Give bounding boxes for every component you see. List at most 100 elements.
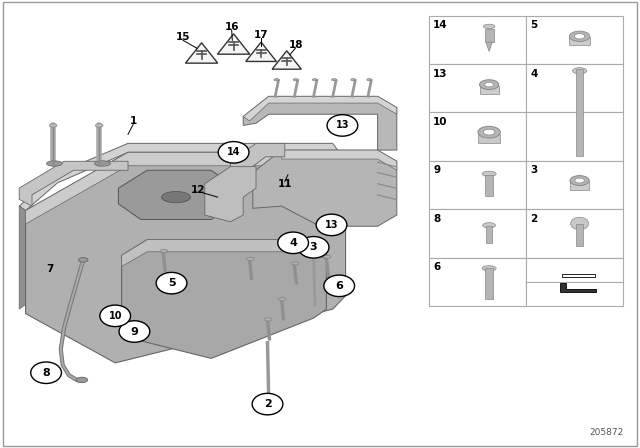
Ellipse shape <box>573 68 587 74</box>
Ellipse shape <box>49 124 57 127</box>
Text: 14: 14 <box>433 20 448 30</box>
Text: 2: 2 <box>264 399 271 409</box>
Text: 5: 5 <box>531 20 538 30</box>
FancyBboxPatch shape <box>484 29 493 42</box>
Ellipse shape <box>332 79 337 81</box>
Polygon shape <box>19 206 26 309</box>
Ellipse shape <box>160 249 168 253</box>
Circle shape <box>218 142 249 163</box>
Polygon shape <box>562 274 595 277</box>
Polygon shape <box>19 143 339 211</box>
FancyBboxPatch shape <box>485 268 493 299</box>
Text: 16: 16 <box>225 22 239 32</box>
Polygon shape <box>486 42 492 52</box>
Circle shape <box>100 305 131 327</box>
Text: 6: 6 <box>433 262 440 272</box>
Text: 10: 10 <box>433 117 448 127</box>
Circle shape <box>156 272 187 294</box>
FancyBboxPatch shape <box>479 86 499 94</box>
Text: 3: 3 <box>531 165 538 175</box>
FancyBboxPatch shape <box>526 258 623 306</box>
Ellipse shape <box>351 79 356 81</box>
Ellipse shape <box>482 171 496 177</box>
Text: 1: 1 <box>129 116 137 126</box>
Text: 10: 10 <box>108 311 122 321</box>
Ellipse shape <box>291 262 299 265</box>
Polygon shape <box>122 240 326 267</box>
Ellipse shape <box>47 161 63 166</box>
Polygon shape <box>561 283 596 293</box>
Ellipse shape <box>479 80 499 90</box>
Ellipse shape <box>95 161 111 166</box>
FancyBboxPatch shape <box>478 134 500 143</box>
Text: 15: 15 <box>176 32 190 42</box>
Polygon shape <box>243 96 397 121</box>
Ellipse shape <box>312 79 317 81</box>
Ellipse shape <box>323 255 331 258</box>
FancyBboxPatch shape <box>526 16 623 64</box>
Ellipse shape <box>367 79 372 81</box>
Polygon shape <box>122 240 326 358</box>
Ellipse shape <box>95 124 103 127</box>
Circle shape <box>316 214 347 236</box>
Polygon shape <box>186 43 218 63</box>
Text: 18: 18 <box>289 40 303 50</box>
Polygon shape <box>19 161 128 206</box>
Polygon shape <box>282 150 397 170</box>
Polygon shape <box>26 152 346 363</box>
Circle shape <box>327 115 358 136</box>
Text: 9: 9 <box>433 165 440 175</box>
Text: 13: 13 <box>324 220 339 230</box>
Text: 13: 13 <box>335 121 349 130</box>
Ellipse shape <box>570 31 590 42</box>
Text: 8: 8 <box>433 214 440 224</box>
FancyBboxPatch shape <box>570 181 589 190</box>
Ellipse shape <box>278 298 286 301</box>
Text: 2: 2 <box>531 214 538 224</box>
FancyBboxPatch shape <box>570 37 590 45</box>
Ellipse shape <box>482 266 496 271</box>
FancyBboxPatch shape <box>429 112 526 161</box>
Ellipse shape <box>79 258 88 262</box>
Text: 8: 8 <box>42 368 50 378</box>
Circle shape <box>278 232 308 254</box>
Ellipse shape <box>570 176 589 185</box>
Polygon shape <box>243 96 397 150</box>
Ellipse shape <box>575 34 585 39</box>
FancyBboxPatch shape <box>429 16 526 64</box>
Text: 4: 4 <box>531 69 538 78</box>
Polygon shape <box>253 150 397 226</box>
FancyBboxPatch shape <box>486 226 492 243</box>
Ellipse shape <box>483 223 495 228</box>
Ellipse shape <box>246 257 254 261</box>
FancyBboxPatch shape <box>526 64 623 112</box>
Polygon shape <box>246 42 276 61</box>
Polygon shape <box>272 51 301 69</box>
FancyBboxPatch shape <box>526 209 623 258</box>
Ellipse shape <box>478 126 500 138</box>
Text: 17: 17 <box>254 30 268 40</box>
FancyBboxPatch shape <box>526 112 623 161</box>
Text: 6: 6 <box>335 281 343 291</box>
Circle shape <box>298 237 329 258</box>
Ellipse shape <box>161 192 191 202</box>
Polygon shape <box>230 143 285 190</box>
FancyBboxPatch shape <box>577 69 583 156</box>
Ellipse shape <box>76 377 88 383</box>
Ellipse shape <box>483 24 495 29</box>
Circle shape <box>119 321 150 342</box>
FancyBboxPatch shape <box>429 258 526 306</box>
Polygon shape <box>205 167 256 222</box>
Circle shape <box>252 393 283 415</box>
FancyBboxPatch shape <box>577 224 583 246</box>
FancyBboxPatch shape <box>429 161 526 209</box>
Text: 13: 13 <box>433 69 448 78</box>
Ellipse shape <box>575 178 584 183</box>
Text: 7: 7 <box>46 264 54 274</box>
Ellipse shape <box>484 82 493 87</box>
Ellipse shape <box>483 129 495 135</box>
FancyBboxPatch shape <box>485 175 493 196</box>
FancyBboxPatch shape <box>526 161 623 209</box>
Text: 11: 11 <box>278 179 292 189</box>
Text: 12: 12 <box>191 185 205 195</box>
